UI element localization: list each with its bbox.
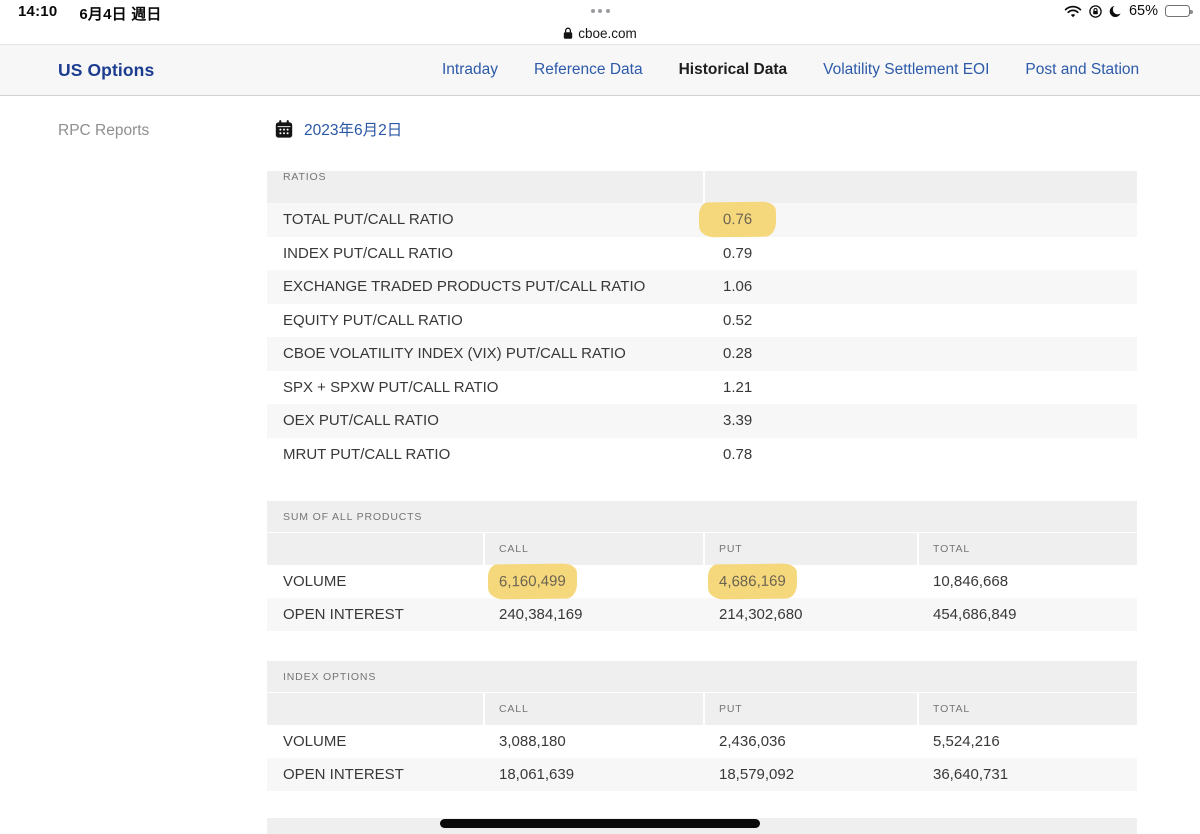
wifi-icon [1064, 5, 1082, 18]
ratio-value: 1.06 [723, 278, 753, 296]
date-picker-value[interactable]: 2023年6月2日 [304, 122, 403, 139]
column-header-row: CALL PUT TOTAL [267, 693, 1137, 725]
nav-item-post-and-station[interactable]: Post and Station [1025, 61, 1140, 78]
highlight-mark: 0.76 [698, 201, 777, 238]
ratio-label: TOTAL PUT/CALL RATIO [283, 211, 454, 229]
tab-overview-button[interactable] [0, 9, 1200, 13]
row-label: OPEN INTEREST [283, 606, 404, 623]
ratio-value: 0.52 [723, 311, 753, 329]
table-row: OPEN INTEREST 18,061,639 18,579,092 36,6… [267, 758, 1137, 791]
cell-call: 18,061,639 [499, 766, 575, 783]
table-row: OPEN INTEREST 240,384,169 214,302,680 45… [267, 598, 1137, 631]
table-row: VOLUME 3,088,180 2,436,036 5,524,216 [267, 725, 1137, 758]
column-total: TOTAL [917, 533, 1137, 565]
site-navbar: US Options Intraday Reference Data Histo… [0, 44, 1200, 96]
table-row: EQUITY PUT/CALL RATIO 0.52 [267, 304, 1137, 338]
section-title: SUM OF ALL PRODUCTS [283, 510, 423, 523]
status-time: 14:10 [18, 3, 58, 20]
section-header: SUM OF ALL PRODUCTS [267, 501, 1137, 532]
row-label: VOLUME [283, 573, 347, 590]
ratios-header: RATIOS [267, 171, 1137, 203]
table-row: SPX + SPXW PUT/CALL RATIO 1.21 [267, 371, 1137, 405]
calendar-icon [274, 119, 294, 139]
ratio-label: EXCHANGE TRADED PRODUCTS PUT/CALL RATIO [283, 278, 646, 296]
ratio-label: SPX + SPXW PUT/CALL RATIO [283, 378, 499, 396]
cell-total: 36,640,731 [933, 766, 1009, 783]
section-header: INDEX OPTIONS [267, 661, 1137, 692]
table-row: EXCHANGE TRADED PRODUCTS PUT/CALL RATIO … [267, 270, 1137, 304]
column-call: CALL [483, 533, 703, 565]
ratio-label: INDEX PUT/CALL RATIO [283, 244, 454, 262]
ratios-table: RATIOS TOTAL PUT/CALL RATIO 0.76 INDEX P… [267, 171, 1137, 471]
column-call: CALL [483, 693, 703, 725]
battery-percent: 65% [1128, 3, 1158, 19]
column-header-row: CALL PUT TOTAL [267, 533, 1137, 565]
sidebar-item-rpc-reports[interactable]: RPC Reports [58, 122, 150, 139]
nav-item-intraday[interactable]: Intraday [442, 61, 499, 78]
column-total: TOTAL [917, 693, 1137, 725]
nav-item-historical-data[interactable]: Historical Data [678, 61, 788, 78]
ratio-value: 1.21 [723, 378, 753, 396]
address-url: cboe.com [578, 25, 637, 41]
battery-icon [1165, 5, 1193, 17]
moon-icon [1109, 5, 1122, 18]
ratio-value: 0.78 [723, 445, 753, 463]
table-row: TOTAL PUT/CALL RATIO 0.76 [267, 201, 1137, 238]
date-picker[interactable]: 2023年6月2日 [274, 118, 402, 140]
ratio-label: OEX PUT/CALL RATIO [283, 412, 439, 430]
row-label: VOLUME [283, 733, 347, 750]
table-row: MRUT PUT/CALL RATIO 0.78 [267, 438, 1137, 472]
ratio-label: EQUITY PUT/CALL RATIO [283, 311, 463, 329]
address-bar[interactable]: cboe.com [0, 22, 1200, 44]
table-row: CBOE VOLATILITY INDEX (VIX) PUT/CALL RAT… [267, 337, 1137, 371]
cell-total: 454,686,849 [933, 606, 1017, 623]
table-row: VOLUME 6,160,499 4,686,169 10,846,668 [267, 563, 1137, 600]
sum-of-all-products-table: SUM OF ALL PRODUCTS CALL PUT TOTAL VOLUM… [267, 501, 1137, 631]
highlight-mark: 6,160,499 [487, 563, 577, 600]
brand-us-options[interactable]: US Options [58, 59, 155, 80]
rotation-lock-icon [1089, 4, 1102, 18]
nav-item-reference-data[interactable]: Reference Data [534, 61, 643, 78]
index-options-table: INDEX OPTIONS CALL PUT TOTAL VOLUME 3,08… [267, 661, 1137, 791]
ratio-value: 0.79 [723, 244, 753, 262]
section-title: INDEX OPTIONS [283, 670, 377, 683]
status-bar: 14:10 6月4日 週日 [0, 0, 1200, 23]
cell-put: 214,302,680 [719, 606, 803, 623]
column-put: PUT [703, 533, 917, 565]
cell-total: 10,846,668 [933, 573, 1009, 590]
cell-put: 2,436,036 [719, 733, 786, 750]
ratio-value: 0.28 [723, 345, 753, 363]
status-date: 6月4日 週日 [79, 6, 162, 23]
table-row: INDEX PUT/CALL RATIO 0.79 [267, 237, 1137, 271]
highlight-mark: 4,686,169 [707, 563, 797, 600]
home-indicator[interactable] [440, 819, 760, 828]
ratio-label: MRUT PUT/CALL RATIO [283, 445, 451, 463]
cell-total: 5,524,216 [933, 733, 1000, 750]
table-row: OEX PUT/CALL RATIO 3.39 [267, 404, 1137, 438]
cell-call: 240,384,169 [499, 606, 583, 623]
cell-put: 18,579,092 [719, 766, 795, 783]
row-label: OPEN INTEREST [283, 766, 404, 783]
ratio-label: CBOE VOLATILITY INDEX (VIX) PUT/CALL RAT… [283, 345, 626, 363]
tls-lock-icon [563, 27, 573, 40]
column-put: PUT [703, 693, 917, 725]
cell-call: 3,088,180 [499, 733, 566, 750]
ratios-title: RATIOS [283, 171, 327, 183]
ratio-value: 3.39 [723, 412, 753, 430]
nav-item-volatility-settlement-eoi[interactable]: Volatility Settlement EOI [823, 61, 990, 78]
